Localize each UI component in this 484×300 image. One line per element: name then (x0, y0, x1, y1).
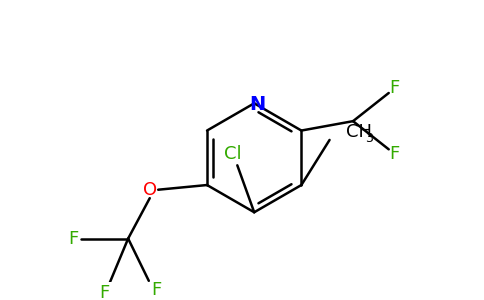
Text: F: F (389, 145, 399, 163)
Text: O: O (143, 181, 157, 199)
Text: F: F (69, 230, 79, 247)
Text: F: F (389, 79, 399, 97)
Text: Cl: Cl (224, 145, 242, 163)
Text: F: F (100, 284, 110, 300)
Text: 3: 3 (365, 132, 373, 145)
Text: CH: CH (347, 123, 373, 141)
Text: F: F (151, 281, 162, 299)
Text: N: N (249, 95, 265, 114)
